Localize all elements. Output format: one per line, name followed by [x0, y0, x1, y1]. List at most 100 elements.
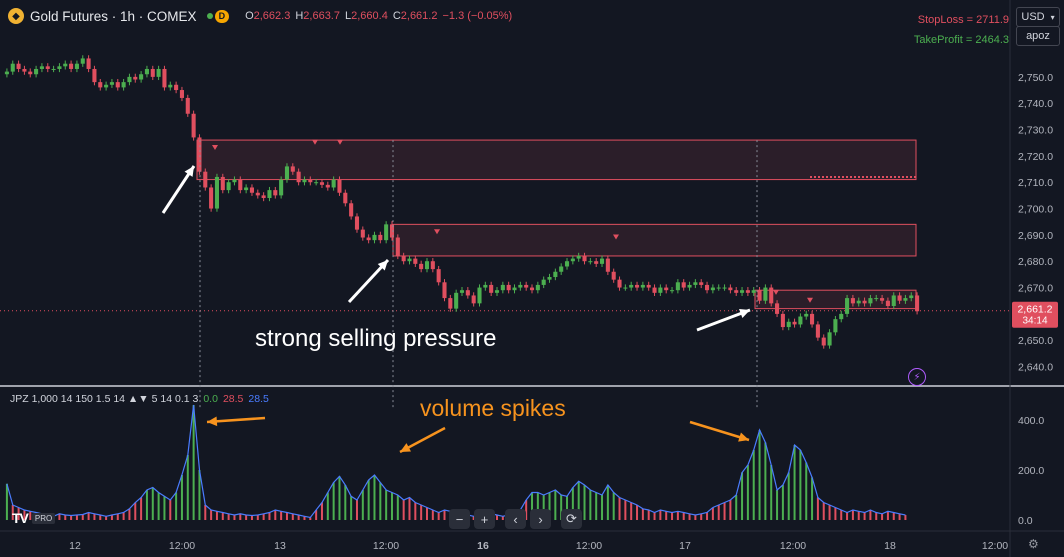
candle-body	[874, 298, 879, 300]
supply-zone	[196, 139, 917, 181]
candle-body	[162, 68, 167, 88]
candle-body	[891, 295, 896, 306]
volume-bar	[758, 430, 761, 520]
candle-body	[168, 84, 173, 88]
volume-bar	[5, 483, 8, 520]
candle-body	[459, 290, 465, 293]
volume-tick-label: 0.0	[1018, 515, 1033, 527]
scroll-left-button[interactable]: ‹	[505, 509, 526, 529]
signal-marker	[337, 139, 343, 145]
candle-body	[104, 84, 109, 88]
price-tick-label: 2,710.0	[1018, 177, 1053, 189]
volume-bar	[23, 510, 26, 520]
price-tick-label: 2,670.0	[1018, 283, 1053, 295]
reset-chart-button[interactable]: ⟳	[561, 509, 582, 529]
volume-bar	[653, 512, 656, 520]
candle-body	[191, 113, 196, 138]
volume-bar	[752, 450, 755, 520]
time-tick-label: 12:00	[780, 540, 806, 552]
zoom-out-button[interactable]: −	[449, 509, 470, 529]
candle-body	[45, 66, 50, 69]
delayed-badge[interactable]: D	[214, 9, 230, 23]
candle-body	[815, 324, 820, 338]
tradingview-logo[interactable]: TV PRO	[12, 510, 56, 526]
time-tick-label: 16	[477, 540, 489, 552]
layout-button[interactable]: apoz	[1016, 26, 1060, 46]
candle-body	[669, 290, 675, 292]
candle-body	[214, 176, 219, 209]
candle-body	[39, 66, 44, 69]
candle-body	[535, 284, 540, 291]
candle-body	[728, 287, 733, 291]
signal-marker	[807, 297, 813, 303]
volume-bar	[385, 490, 388, 520]
candle-body	[284, 166, 290, 180]
volume-bar	[338, 476, 341, 520]
volume-bar	[297, 515, 300, 520]
indicator-value-2: 28.5	[222, 393, 244, 405]
candle-body	[249, 187, 255, 193]
candle-body	[798, 316, 803, 325]
candle-body	[109, 82, 114, 85]
volume-bar	[496, 515, 499, 520]
volume-bar	[134, 502, 137, 520]
symbol-title[interactable]: Gold Futures · 1h · COMEX	[30, 8, 197, 24]
volume-bar	[17, 507, 20, 520]
candle-body	[856, 300, 861, 304]
indicator-name[interactable]: JPZ 1,000 14 150 1.5 14 ▲▼ 5 14 0.1 3	[10, 393, 199, 405]
white-arrow-head	[739, 309, 750, 318]
candle-body	[880, 298, 885, 301]
candle-body	[629, 284, 634, 288]
candle-body	[845, 298, 850, 314]
volume-bar	[536, 492, 539, 520]
volume-bar	[157, 492, 160, 520]
candle-body	[63, 63, 68, 67]
lightning-icon[interactable]: ⚡	[908, 368, 926, 386]
volume-bar	[834, 507, 837, 520]
scroll-right-button[interactable]: ›	[530, 509, 551, 529]
volume-bar	[735, 495, 738, 520]
volume-bar	[711, 507, 714, 520]
candle-body	[314, 182, 319, 184]
price-tick-label: 2,690.0	[1018, 230, 1053, 242]
indicator-legend[interactable]: JPZ 1,000 14 150 1.5 14 ▲▼ 5 14 0.1 3 0.…	[10, 393, 269, 405]
candle-body	[518, 284, 523, 288]
time-tick-label: 12	[69, 540, 81, 552]
candle-body	[734, 290, 739, 293]
volume-bar	[624, 500, 627, 520]
candle-body	[10, 63, 15, 72]
price-tick-label: 2,740.0	[1018, 98, 1053, 110]
volume-bar	[630, 502, 633, 520]
candle-body	[792, 321, 797, 325]
gold-coin-icon: ◆	[8, 8, 24, 24]
volume-bar	[355, 500, 358, 520]
gear-icon[interactable]: ⚙	[1028, 537, 1039, 551]
zoom-in-button[interactable]: +	[474, 509, 495, 529]
candle-body	[98, 82, 103, 88]
candle-body	[634, 284, 640, 288]
volume-bar	[560, 495, 563, 520]
volume-bar	[291, 513, 294, 520]
candle-body	[325, 184, 330, 188]
time-tick-label: 13	[274, 540, 286, 552]
volume-bar	[542, 495, 545, 520]
time-tick-label: 17	[679, 540, 691, 552]
volume-bar	[875, 512, 878, 520]
volume-bar	[58, 513, 61, 520]
candle-body	[658, 287, 663, 293]
volume-bar	[898, 513, 901, 520]
candlestick-series	[4, 55, 920, 349]
volume-bar	[793, 445, 796, 520]
orange-arrow-head	[207, 416, 218, 427]
pro-badge: PRO	[31, 512, 56, 524]
volume-bar	[367, 480, 370, 520]
volume-bar	[840, 510, 843, 520]
indicator-value-1: 0.0	[203, 393, 218, 405]
candle-body	[419, 263, 424, 270]
candle-body	[366, 237, 371, 241]
candle-body	[699, 282, 704, 285]
currency-button[interactable]: USD ▾	[1016, 7, 1060, 27]
candle-body	[687, 284, 692, 288]
market-status-dots[interactable]: D	[206, 9, 230, 23]
